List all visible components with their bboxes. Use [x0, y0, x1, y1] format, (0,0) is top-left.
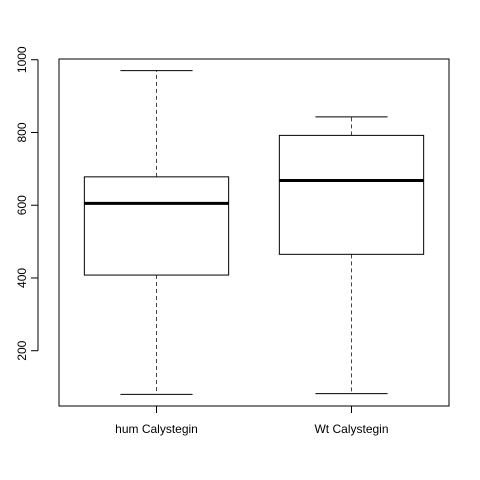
x-tick-label: hum Calystegin: [115, 422, 198, 436]
boxes: [83, 70, 425, 395]
box-group: [83, 70, 230, 395]
box-group: [278, 116, 425, 395]
y-tick-label: 200: [15, 340, 29, 360]
y-tick-label: 400: [15, 268, 29, 288]
box-iqr: [83, 176, 230, 276]
y-tick-label: 600: [15, 195, 29, 215]
y-tick-label: 800: [15, 122, 29, 142]
y-axis: 200 400 600 800 1000: [15, 46, 39, 361]
y-tick-label: 1000: [15, 46, 29, 73]
box-iqr: [278, 134, 425, 255]
x-axis: hum Calystegin Wt Calystegin: [115, 405, 389, 436]
x-tick-label: Wt Calystegin: [314, 422, 388, 436]
